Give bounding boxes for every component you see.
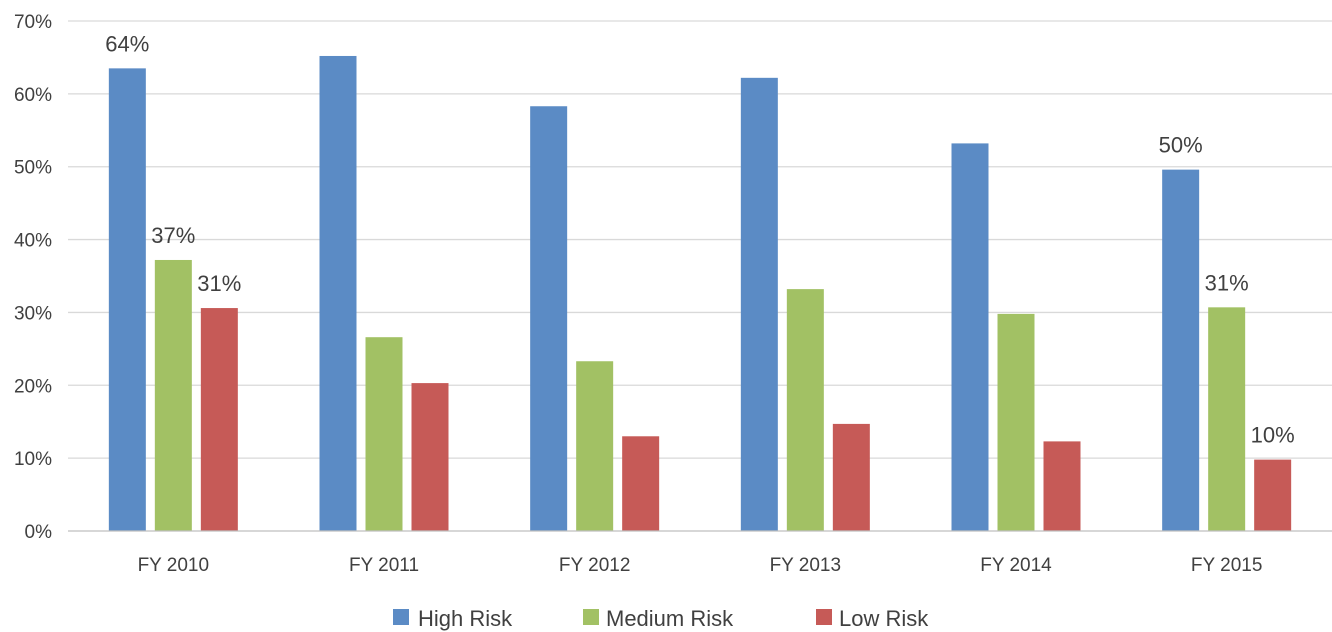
bar <box>622 436 660 531</box>
data-label: 50% <box>1159 133 1203 158</box>
x-category-label: FY 2012 <box>559 555 630 576</box>
gridlines <box>68 20 1332 459</box>
y-tick-label: 0% <box>25 522 53 543</box>
legend-swatch <box>583 609 599 625</box>
y-tick-label: 50% <box>14 158 52 179</box>
data-label: 31% <box>197 271 241 296</box>
x-category-label: FY 2015 <box>1191 555 1262 576</box>
legend-label: High Risk <box>418 606 513 631</box>
legend-swatch <box>816 609 832 625</box>
y-tick-label: 60% <box>14 85 52 106</box>
bar <box>1208 307 1246 531</box>
bar <box>1254 459 1292 531</box>
x-category-label: FY 2011 <box>349 555 419 576</box>
legend-label: Medium Risk <box>606 606 734 631</box>
y-tick-label: 10% <box>14 449 52 470</box>
bar <box>832 423 870 531</box>
bar <box>997 313 1035 531</box>
bar <box>786 289 824 531</box>
bar <box>319 55 357 531</box>
x-category-label: FY 2013 <box>770 555 841 576</box>
y-tick-label: 30% <box>14 303 52 324</box>
legend-label: Low Risk <box>839 606 929 631</box>
bar <box>200 308 238 531</box>
bar <box>1162 169 1200 531</box>
data-label: 37% <box>151 223 195 248</box>
legend: High Risk Medium Risk Low Risk <box>393 606 929 631</box>
y-tick-label: 20% <box>14 376 52 397</box>
bar <box>365 337 403 531</box>
bars <box>108 55 1292 531</box>
data-label: 10% <box>1251 423 1295 448</box>
bar <box>154 259 192 531</box>
y-tick-label: 70% <box>14 12 52 33</box>
bar <box>951 143 989 531</box>
x-category-label: FY 2010 <box>138 555 209 576</box>
y-axis-tick-labels: 0% 10% 20% 30% 40% 50% 60% 70% <box>14 12 52 543</box>
x-category-label: FY 2014 <box>980 555 1052 576</box>
data-labels: 64%37%31%50%31%10% <box>105 31 1294 447</box>
bar <box>411 383 449 531</box>
bar <box>530 106 568 531</box>
bar <box>740 77 778 531</box>
x-axis: FY 2010 FY 2011 FY 2012 FY 2013 FY 2014 FY 20… <box>68 530 1332 576</box>
legend-swatch <box>393 609 409 625</box>
data-label: 31% <box>1205 270 1249 295</box>
bar <box>576 361 614 531</box>
bar <box>1043 441 1081 531</box>
data-label: 64% <box>105 31 149 56</box>
bar <box>108 68 146 531</box>
y-tick-label: 40% <box>14 231 52 252</box>
